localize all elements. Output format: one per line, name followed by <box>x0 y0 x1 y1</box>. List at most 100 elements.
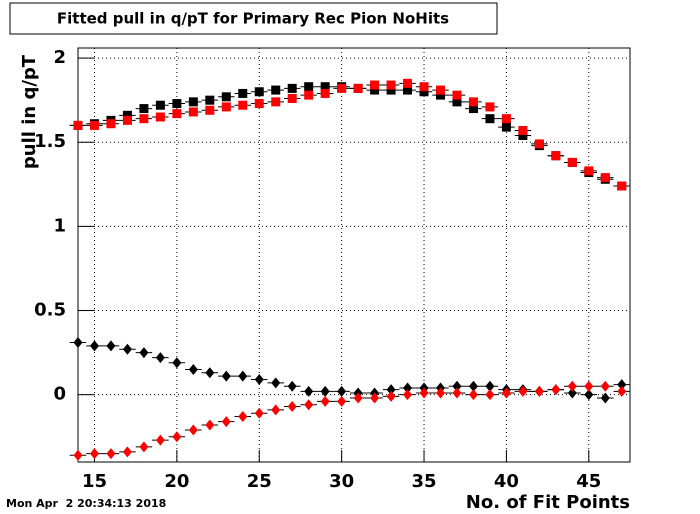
data-point <box>353 83 363 93</box>
data-point <box>337 385 347 397</box>
data-point <box>205 95 215 105</box>
data-point <box>468 380 478 392</box>
data-point <box>567 380 577 392</box>
data-point <box>139 347 149 359</box>
data-point <box>238 370 248 382</box>
data-point <box>501 122 511 132</box>
data-point <box>617 181 627 191</box>
data-point <box>518 131 528 141</box>
x-tick-label: 45 <box>576 471 601 492</box>
data-point <box>386 384 396 396</box>
data-point <box>320 82 330 92</box>
data-point <box>122 446 132 458</box>
data-point <box>370 392 380 404</box>
data-point <box>139 114 149 124</box>
data-point <box>501 114 511 124</box>
x-tick-label: 20 <box>164 471 189 492</box>
data-point <box>567 157 577 167</box>
y-tick-label: 0.5 <box>34 300 66 321</box>
data-point <box>468 389 478 401</box>
data-point <box>501 387 511 399</box>
data-point <box>188 363 198 375</box>
data-point <box>238 100 248 110</box>
x-tick-label: 40 <box>494 471 519 492</box>
data-point <box>386 390 396 402</box>
data-point <box>89 120 99 130</box>
data-point <box>304 82 314 92</box>
data-point <box>172 99 182 109</box>
data-point <box>139 441 149 453</box>
data-point <box>172 431 182 443</box>
data-point <box>600 173 610 183</box>
data-point <box>403 382 413 394</box>
data-point <box>271 377 281 389</box>
data-point <box>172 357 182 369</box>
data-point <box>534 385 544 397</box>
y-axis-label: pull in q/pT <box>19 54 40 169</box>
data-point <box>353 392 363 404</box>
data-point <box>485 380 495 392</box>
data-point <box>155 112 165 122</box>
data-point <box>403 78 413 88</box>
data-point <box>304 385 314 397</box>
data-point <box>287 93 297 103</box>
data-point <box>370 80 380 90</box>
data-point <box>320 395 330 407</box>
x-tick-label: 30 <box>329 471 354 492</box>
data-point <box>617 385 627 397</box>
data-point <box>122 115 132 125</box>
data-point <box>584 380 594 392</box>
y-tick-label: 0 <box>53 384 66 405</box>
data-point <box>436 85 446 95</box>
data-point <box>584 166 594 176</box>
data-point <box>287 83 297 93</box>
data-point <box>122 110 132 120</box>
data-point <box>337 83 347 93</box>
data-point <box>485 114 495 124</box>
data-point <box>254 374 264 386</box>
data-point <box>468 104 478 114</box>
data-point <box>436 90 446 100</box>
data-point <box>238 88 248 98</box>
data-point <box>188 97 198 107</box>
data-point <box>320 385 330 397</box>
data-point <box>304 399 314 411</box>
data-point <box>452 97 462 107</box>
data-point <box>419 387 429 399</box>
data-point <box>617 379 627 391</box>
data-point <box>551 151 561 161</box>
chart-title: Fitted pull in q/pT for Primary Rec Pion… <box>57 10 449 28</box>
x-tick-label: 15 <box>82 471 107 492</box>
timestamp: Mon Apr 2 20:34:13 2018 <box>6 497 166 510</box>
data-point <box>221 370 231 382</box>
data-point <box>452 90 462 100</box>
data-point <box>254 87 264 97</box>
data-point <box>155 434 165 446</box>
data-point <box>518 385 528 397</box>
data-point <box>89 340 99 352</box>
y-tick-label: 1.5 <box>34 131 66 152</box>
data-point <box>419 87 429 97</box>
data-point <box>271 97 281 107</box>
data-point <box>600 380 610 392</box>
data-point <box>551 384 561 396</box>
data-point <box>436 387 446 399</box>
data-point <box>370 85 380 95</box>
plot-frame <box>77 47 631 463</box>
y-tick-label: 2 <box>53 47 66 68</box>
data-point <box>73 337 83 349</box>
data-point <box>254 99 264 109</box>
x-tick-label: 25 <box>247 471 272 492</box>
data-point <box>403 389 413 401</box>
data-point <box>238 411 248 423</box>
data-point <box>205 419 215 431</box>
data-point <box>106 448 116 460</box>
data-point <box>188 424 198 436</box>
data-point <box>188 107 198 117</box>
data-point <box>518 125 528 135</box>
data-point <box>155 352 165 364</box>
data-point <box>205 105 215 115</box>
data-point <box>221 92 231 102</box>
data-point <box>106 119 116 129</box>
